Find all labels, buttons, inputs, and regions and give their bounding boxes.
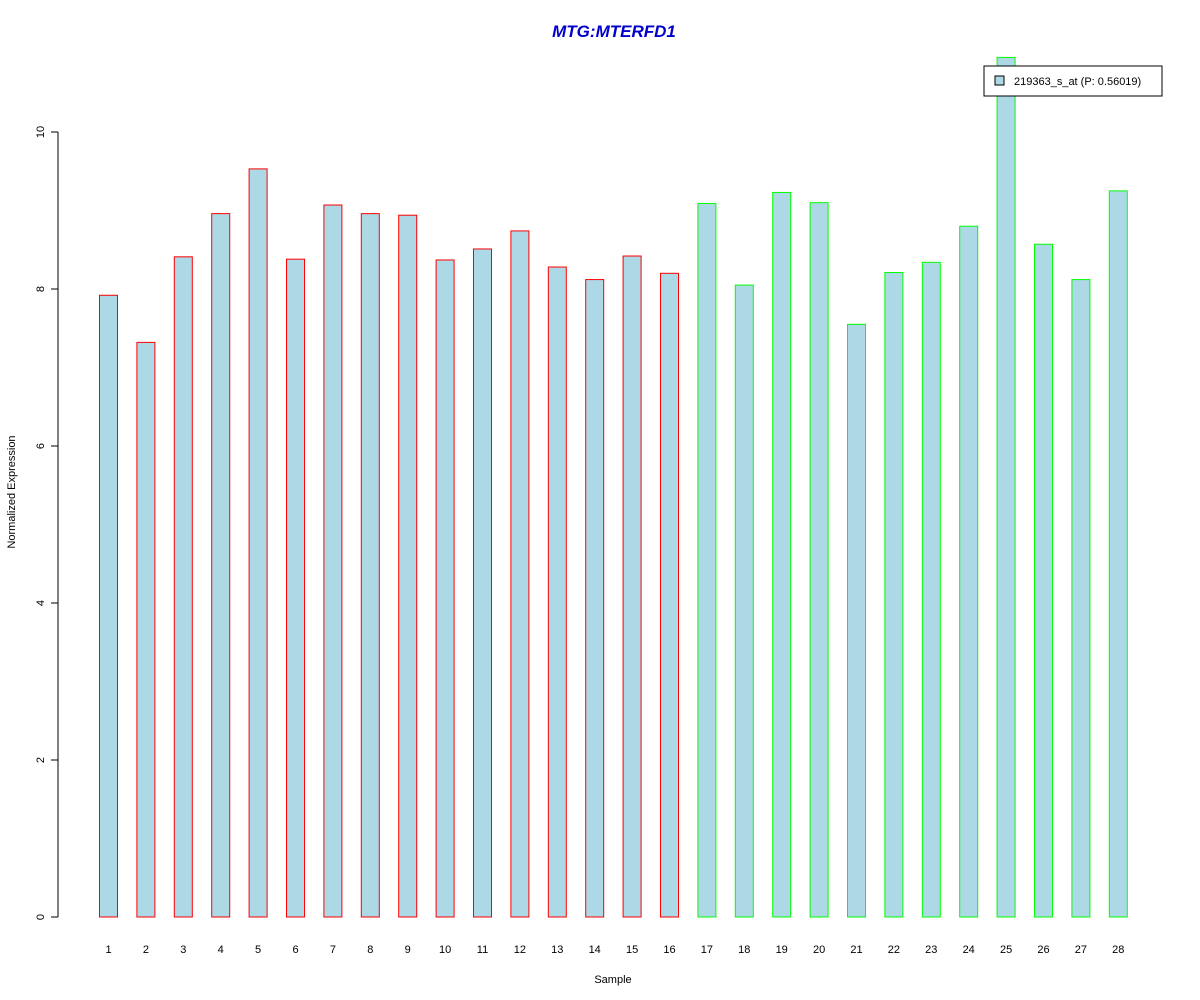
x-tick-label: 27 [1075,944,1087,956]
bars-group [99,56,1128,918]
bar-sample-3 [173,256,193,918]
bar-sample-6 [286,258,305,918]
x-tick-label: 20 [813,944,825,956]
x-tick-label: 5 [255,944,261,956]
bar-sample-13 [547,266,567,918]
x-tick-label: 28 [1112,944,1124,956]
x-tick-label: 10 [439,944,451,956]
bar-sample-23 [921,261,941,918]
bar-sample-10 [435,259,455,918]
x-tick-label: 9 [405,944,411,956]
bar-sample-26 [1034,243,1053,918]
x-tick-label: 24 [963,944,975,956]
bar-sample-20 [809,202,829,918]
x-tick-label: 4 [218,944,224,956]
y-tick-label: 0 [35,914,47,920]
bar-sample-1 [99,294,118,918]
legend-swatch [994,75,1005,86]
y-tick-label: 6 [35,443,47,449]
bar-sample-27 [1071,279,1091,918]
y-tick-label: 4 [35,600,47,606]
x-axis-label: Sample [594,974,631,986]
x-tick-label: 21 [850,944,862,956]
legend-entry-label: 219363_s_at (P: 0.56019) [1014,76,1141,88]
x-tick-label: 17 [701,944,713,956]
x-tick-label: 23 [925,944,937,956]
x-tick-label: 12 [514,944,526,956]
x-tick-label: 19 [776,944,788,956]
x-tick-label: 25 [1000,944,1012,956]
bar-sample-22 [884,272,904,918]
bar-sample-8 [360,213,380,918]
x-tick-label: 13 [551,944,563,956]
bar-sample-19 [772,191,792,918]
x-tick-label: 26 [1037,944,1049,956]
bar-sample-4 [211,213,231,918]
bar-sample-25 [996,56,1016,918]
y-axis: 0 2 4 6 8 10 [35,126,59,920]
y-tick-label: 8 [35,286,47,292]
bar-sample-24 [959,225,979,918]
x-tick-label: 15 [626,944,638,956]
bar-sample-9 [398,214,418,918]
x-tick-label: 1 [105,944,111,956]
x-tick-label: 2 [143,944,149,956]
bar-sample-5 [248,168,268,918]
y-axis-label: Normalized Expression [6,435,18,548]
x-tick-label: 7 [330,944,336,956]
x-tick-label: 22 [888,944,900,956]
bar-sample-2 [136,341,156,918]
x-tick-labels: 1 2 3 4 5 6 7 8 9 10 11 12 13 14 15 16 17 18 19 20 21 22 23 24 2… [105,944,1124,956]
x-tick-label: 16 [663,944,675,956]
legend: 219363_s_at (P: 0.56019) [983,65,1163,97]
bar-sample-15 [622,255,642,918]
bar-sample-16 [660,272,679,918]
bar-sample-12 [510,230,530,918]
chart-title: MTG:MTERFD1 [552,22,676,41]
x-tick-label: 11 [477,944,488,956]
bar-sample-21 [847,323,866,918]
legend-box [983,65,1163,97]
x-tick-label: 6 [292,944,298,956]
bar-sample-28 [1108,190,1128,918]
bar-sample-18 [734,284,754,918]
bar-sample-17 [697,202,717,918]
x-tick-label: 14 [589,944,601,956]
bar-sample-14 [585,279,605,918]
x-tick-label: 18 [738,944,750,956]
x-tick-label: 3 [180,944,186,956]
bar-sample-7 [323,204,343,918]
y-tick-label: 10 [35,126,47,138]
bar-sample-11 [473,248,492,918]
y-tick-label: 2 [35,757,47,763]
x-tick-label: 8 [367,944,373,956]
